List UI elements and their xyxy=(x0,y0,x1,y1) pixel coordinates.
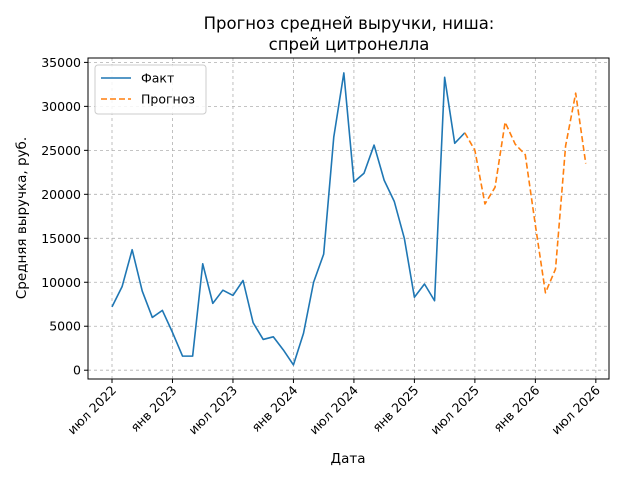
y-tick-label: 10000 xyxy=(41,275,81,290)
series-line-forecast xyxy=(464,92,587,294)
grid-lines xyxy=(88,58,609,379)
chart-title-line-1: Прогноз средней выручки, ниша: xyxy=(204,14,495,33)
chart-title-line-2: спрей цитронелла xyxy=(269,35,430,54)
legend-label: Прогноз xyxy=(141,92,195,107)
plot-area-frame xyxy=(87,57,610,380)
legend: Факт Прогноз xyxy=(94,64,207,115)
y-tick-label: 0 xyxy=(73,363,81,378)
y-tick-label: 15000 xyxy=(41,231,81,246)
y-tick-label: 20000 xyxy=(41,187,81,202)
series-line-fact xyxy=(111,72,466,366)
series-layer xyxy=(111,72,587,366)
y-tick-label: 25000 xyxy=(41,143,81,158)
y-tick-label: 5000 xyxy=(49,319,81,334)
legend-label: Факт xyxy=(141,71,174,86)
y-tick-label: 30000 xyxy=(41,99,81,114)
y-tick-label: 35000 xyxy=(41,55,81,70)
x-axis-label: Дата xyxy=(331,451,366,467)
y-axis-label: Средняя выручка, руб. xyxy=(14,137,30,299)
